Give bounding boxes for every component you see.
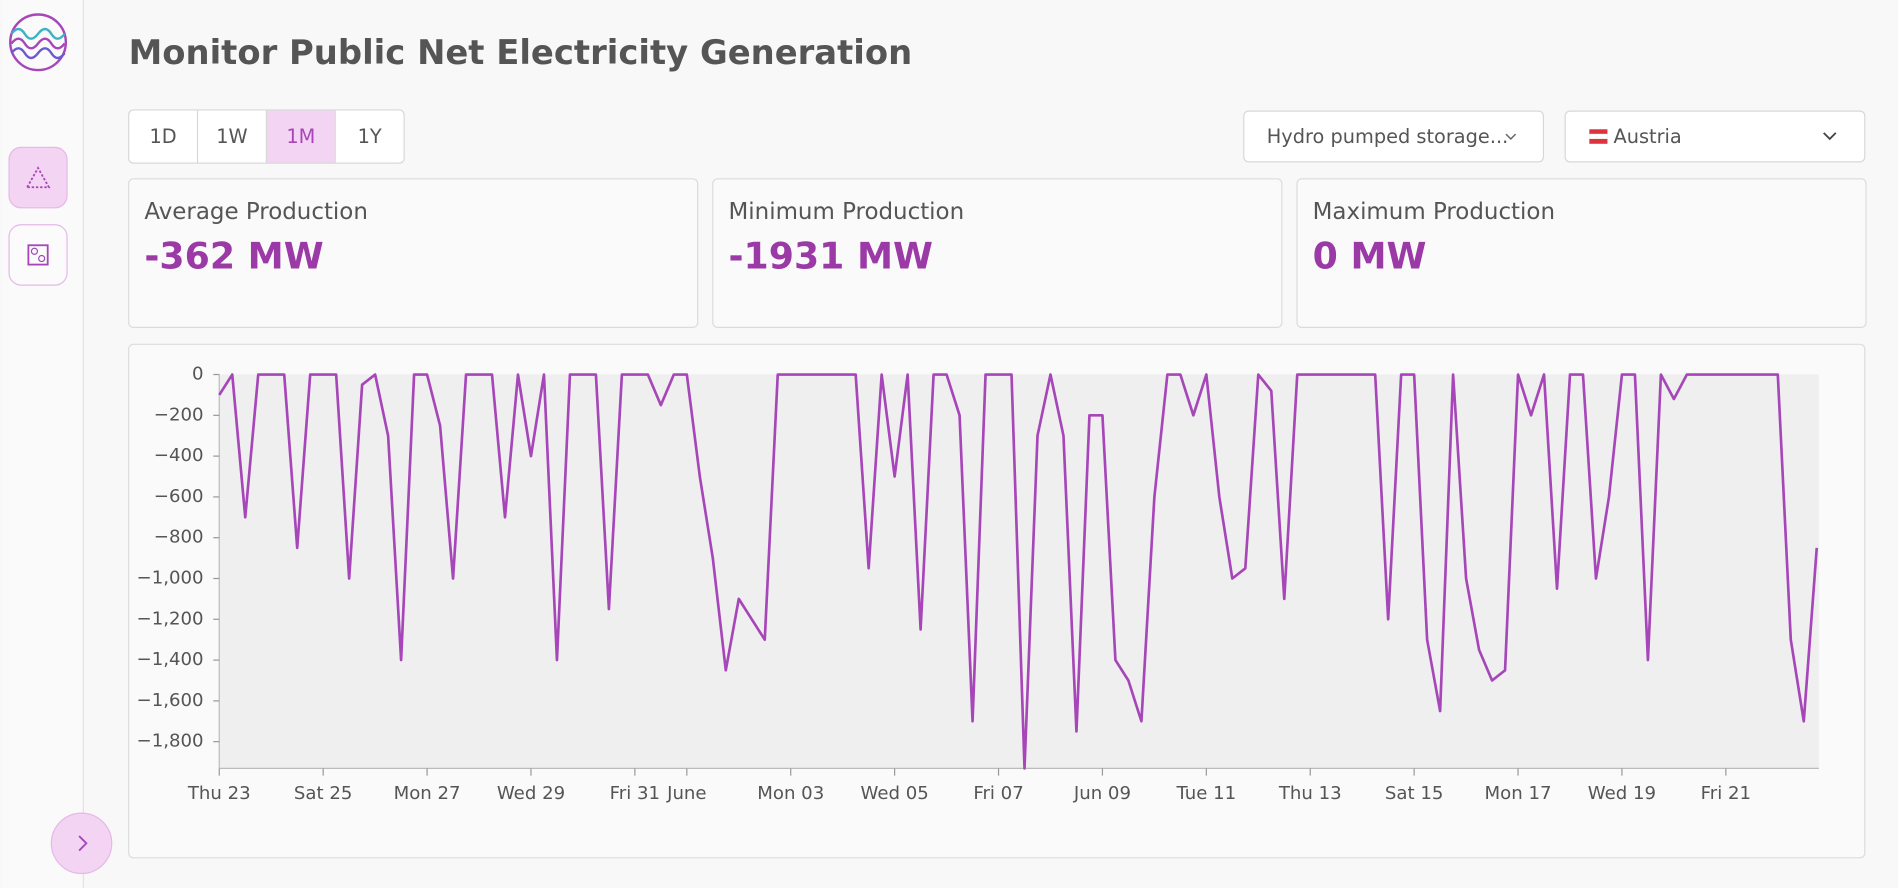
- x-tick-label: Fri 31: [610, 783, 660, 804]
- stat-value: -362 MW: [144, 235, 323, 278]
- stat-card: [712, 178, 1283, 329]
- y-tick-label: −600: [154, 486, 204, 507]
- page-title: Monitor Public Net Electricity Generatio…: [129, 33, 913, 72]
- range-selector: 1D 1W 1M 1Y: [128, 109, 405, 164]
- y-tick-label: −1,400: [137, 649, 204, 670]
- y-tick-label: −400: [154, 445, 204, 466]
- x-tick-label: Thu 13: [1278, 783, 1342, 804]
- stat-label: Maximum Production: [1313, 199, 1555, 225]
- range-button-label: 1D: [149, 125, 176, 148]
- y-tick-label: −200: [154, 404, 204, 425]
- y-tick-label: −1,800: [137, 731, 204, 752]
- source-dropdown[interactable]: Hydro pumped storage...: [1243, 110, 1545, 163]
- range-button-label: 1W: [216, 125, 247, 148]
- nav-chart-button[interactable]: [8, 146, 68, 209]
- x-tick-label: Tue 11: [1175, 783, 1236, 804]
- range-button[interactable]: 1D: [149, 125, 176, 148]
- x-tick-label: Wed 05: [860, 783, 928, 804]
- x-tick-label: Thu 23: [187, 783, 251, 804]
- x-tick-label: Fri 21: [1701, 783, 1751, 804]
- country-dropdown[interactable]: Austria: [1564, 110, 1866, 163]
- source-dropdown-text: Hydro pumped storage...: [1267, 125, 1509, 148]
- range-button-label: 1M: [286, 125, 315, 148]
- stat-cards: Average Production -362 MW Minimum Product…: [128, 178, 1867, 329]
- x-tick-label: Sat 25: [294, 783, 353, 804]
- x-tick-label: Wed 19: [1588, 783, 1656, 804]
- nav-diagram-button[interactable]: [8, 224, 68, 286]
- country-dropdown-text: Austria: [1613, 125, 1681, 148]
- expand-sidebar-button[interactable]: [50, 812, 113, 875]
- x-tick-label: Fri 07: [973, 783, 1023, 804]
- range-button-active: [266, 110, 335, 163]
- stat-value: -1931 MW: [729, 235, 934, 278]
- logo[interactable]: [9, 13, 68, 72]
- range-button[interactable]: 1Y: [334, 109, 382, 164]
- y-tick-label: −1,600: [137, 690, 204, 711]
- x-tick-label: Wed 29: [497, 783, 565, 804]
- stat-card: [1296, 178, 1867, 329]
- y-tick-label: −1,200: [137, 608, 204, 629]
- stat-card: [128, 178, 699, 329]
- data-line: [218, 373, 1819, 770]
- x-tick-label: Mon 03: [757, 783, 824, 804]
- range-button[interactable]: 1W: [196, 109, 248, 164]
- sidebar: [1, 0, 83, 888]
- stat-label: Average Production: [144, 199, 368, 225]
- y-tick-label: −1,000: [137, 567, 204, 588]
- stat-value: 0 MW: [1313, 235, 1427, 278]
- x-tick-label: Sat 15: [1385, 783, 1444, 804]
- x-tick-label: Mon 17: [1485, 783, 1552, 804]
- range-button-label: 1Y: [358, 125, 382, 148]
- y-tick-label: −800: [154, 527, 204, 548]
- x-tick-label: Jun 09: [1073, 783, 1131, 804]
- x-tick-label: June: [666, 783, 706, 804]
- y-tick-label: 0: [192, 364, 204, 385]
- stat-label: Minimum Production: [729, 199, 965, 225]
- range-button[interactable]: 1M: [265, 109, 335, 164]
- chart: 0 −200 −400 −600 −800 −1,000 −1,200 −1,400 −1,60…: [137, 364, 1819, 804]
- x-tick-label: Mon 27: [394, 783, 461, 804]
